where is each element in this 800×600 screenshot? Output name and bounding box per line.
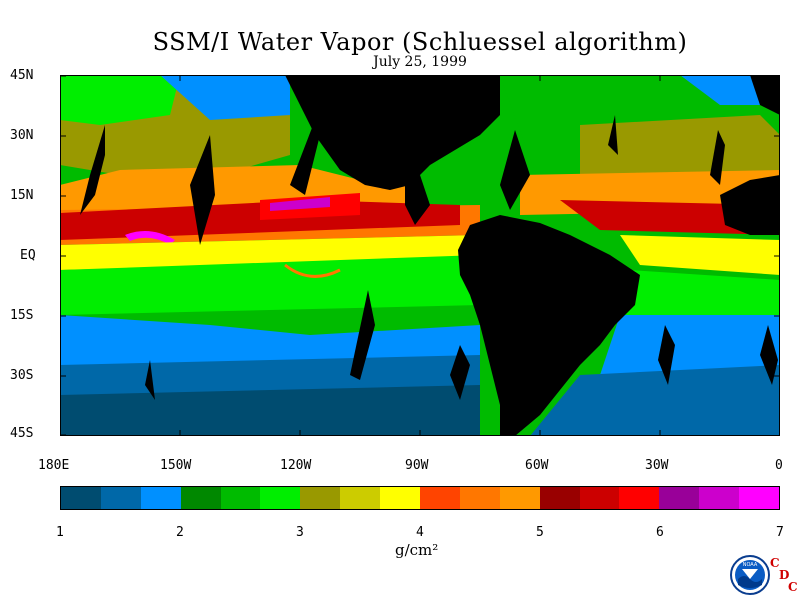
- water-vapor-map: [60, 75, 780, 436]
- band-atlantic-olive: [580, 115, 780, 185]
- land-africa: [720, 175, 780, 235]
- colorbar-swatch-8: [380, 487, 421, 509]
- colorbar-units: g/cm²: [395, 541, 439, 559]
- colorbar-swatch-13: [579, 487, 620, 509]
- colorbar-swatch-5: [260, 487, 301, 509]
- lat-label-45s: 45S: [10, 426, 34, 441]
- colorbar-swatch-16: [699, 487, 740, 509]
- swath-4: [500, 130, 530, 210]
- swath-11: [760, 325, 778, 385]
- colorbar-tick-7: 7: [776, 525, 784, 540]
- colorbar-swatch-15: [659, 487, 700, 509]
- colorbar-tick-6: 6: [656, 525, 664, 540]
- magenta-arc: [125, 231, 175, 245]
- cdc-letter-3: C: [788, 580, 798, 594]
- colorbar-swatch-17: [739, 487, 780, 509]
- band-north-green: [60, 75, 180, 125]
- lat-label-15n: 15N: [10, 188, 34, 203]
- swath-5: [608, 115, 618, 155]
- lat-label-eq: EQ: [20, 248, 36, 263]
- colorbar-swatch-0: [61, 487, 101, 509]
- lon-label-150w: 150W: [160, 458, 192, 473]
- colorbar-swatch-12: [539, 487, 580, 509]
- lon-label-180e: 180E: [38, 458, 70, 473]
- land-south-america: [458, 215, 640, 436]
- lon-label-0: 0: [775, 458, 783, 473]
- arc-feature: [284, 263, 341, 278]
- land-north-america: [285, 75, 500, 190]
- swath-8: [450, 345, 470, 400]
- colorbar-swatch-14: [619, 487, 660, 509]
- colorbar-swatch-1: [100, 487, 141, 509]
- colorbar-tick-2: 2: [176, 525, 184, 540]
- colorbar-swatch-2: [140, 487, 181, 509]
- svg-text:NOAA: NOAA: [743, 562, 758, 568]
- cdc-letter-1: C: [770, 556, 780, 570]
- colorbar-tick-5: 5: [536, 525, 544, 540]
- band-atlantic-yellow: [620, 235, 780, 275]
- colorbar-swatch-4: [220, 487, 261, 509]
- lon-label-120w: 120W: [280, 458, 312, 473]
- lat-label-30n: 30N: [10, 128, 34, 143]
- colorbar-swatch-9: [420, 487, 460, 509]
- colorbar-swatch-10: [459, 487, 500, 509]
- noaa-logo: NOAA: [730, 555, 770, 595]
- band-north-blue: [160, 75, 290, 120]
- swath-9: [145, 360, 155, 400]
- swath-2: [190, 135, 215, 245]
- colorbar-tick-3: 3: [296, 525, 304, 540]
- swath-3: [290, 120, 320, 195]
- land-europe: [750, 75, 780, 115]
- band-green-south: [60, 255, 480, 315]
- band-atlantic-green: [620, 270, 780, 315]
- band-atlantic-darkblue: [530, 365, 780, 436]
- land-central-america: [405, 175, 430, 225]
- band-itcz-magenta: [270, 197, 330, 211]
- colorbar-tick-1: 1: [56, 525, 64, 540]
- colorbar-swatch-3: [180, 487, 221, 509]
- lat-label-45n: 45N: [10, 68, 34, 83]
- lon-label-30w: 30W: [645, 458, 669, 473]
- lat-label-30s: 30S: [10, 368, 34, 383]
- cdc-letter-2: D: [779, 568, 790, 582]
- map-title: SSM/I Water Vapor (Schluessel algorithm): [152, 28, 688, 56]
- colorbar-swatch-7: [340, 487, 381, 509]
- colorbar: [60, 486, 780, 510]
- map-svg: [60, 75, 780, 436]
- colorbar-tick-4: 4: [416, 525, 424, 540]
- axis-ticks: [60, 75, 780, 436]
- swath-7: [350, 290, 375, 380]
- swath-1: [80, 125, 105, 215]
- lon-label-60w: 60W: [525, 458, 549, 473]
- lat-label-15s: 15S: [10, 308, 34, 323]
- colorbar-swatch-11: [499, 487, 540, 509]
- map-date: July 25, 1999: [373, 54, 467, 70]
- band-south-deepblue: [60, 385, 480, 436]
- lon-label-90w: 90W: [405, 458, 429, 473]
- swath-6: [710, 130, 725, 185]
- colorbar-swatch-6: [300, 487, 341, 509]
- noaa-logo-icon: NOAA: [730, 555, 770, 595]
- swath-10: [658, 325, 675, 385]
